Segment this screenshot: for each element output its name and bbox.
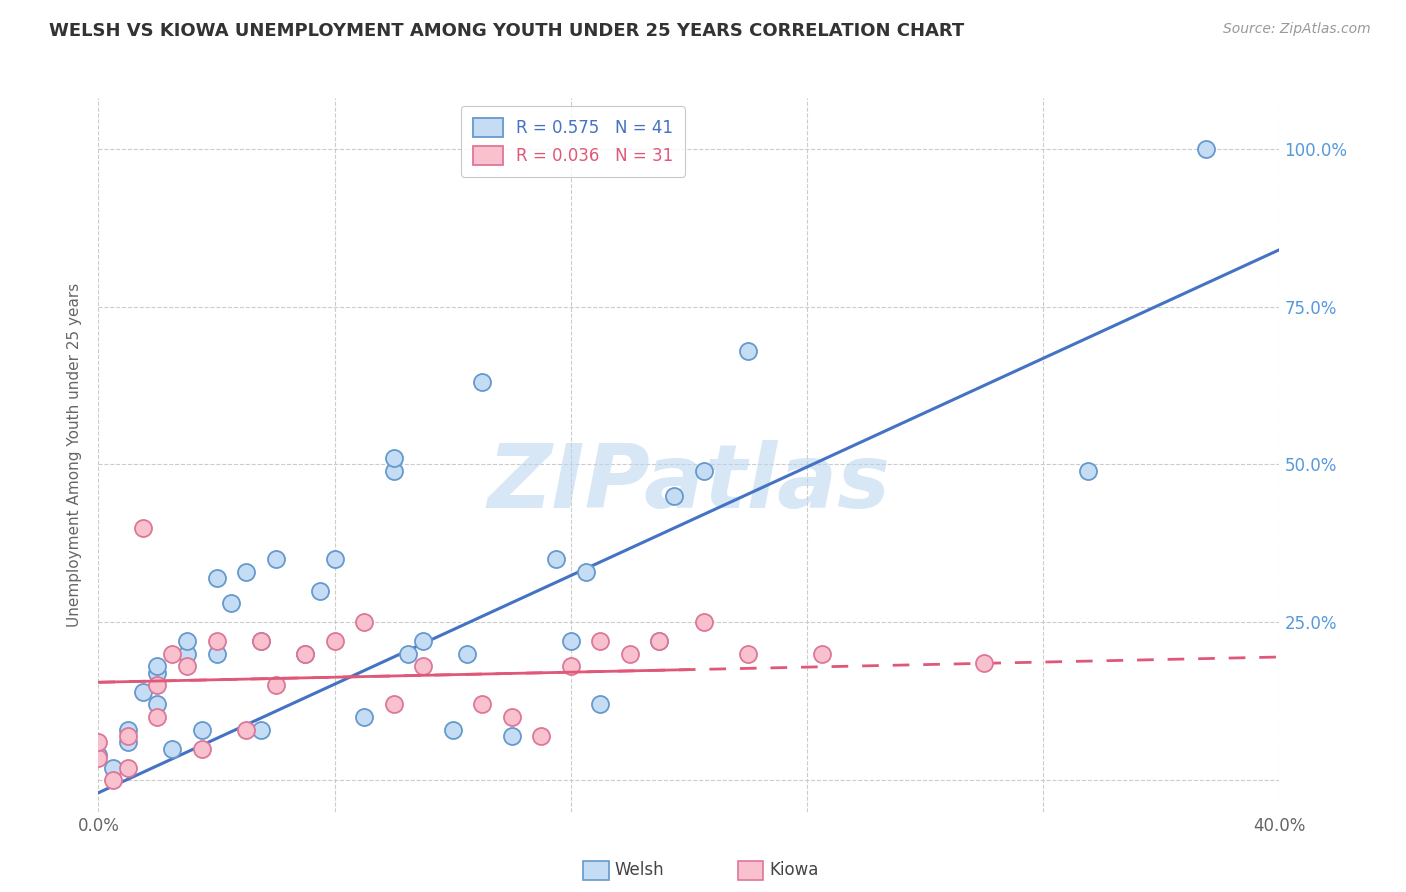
Point [176, 634, 198, 648]
Legend: R = 0.575   N = 41, R = 0.036   N = 31: R = 0.575 N = 41, R = 0.036 N = 31 [461, 106, 685, 177]
Point [191, 723, 214, 737]
Point [471, 698, 494, 712]
Point [353, 615, 375, 630]
Point [250, 634, 273, 648]
Point [132, 520, 155, 534]
Point [191, 741, 214, 756]
Point [146, 678, 169, 692]
Point [456, 647, 478, 661]
Point [648, 634, 671, 648]
Point [664, 489, 686, 503]
Point [162, 741, 183, 756]
Point [250, 723, 273, 737]
Point [1077, 464, 1099, 478]
Point [87, 751, 110, 765]
Point [693, 615, 716, 630]
Point [117, 760, 139, 774]
Point [382, 451, 405, 466]
Point [810, 647, 832, 661]
Point [264, 552, 287, 566]
Point [412, 659, 434, 673]
Point [87, 747, 110, 762]
Point [396, 647, 419, 661]
Y-axis label: Unemployment Among Youth under 25 years: Unemployment Among Youth under 25 years [67, 283, 83, 627]
Point [412, 634, 434, 648]
Point [235, 565, 257, 579]
Point [146, 665, 169, 680]
Point [501, 710, 523, 724]
Text: ZIPatlas: ZIPatlas [488, 440, 890, 527]
Point [250, 634, 273, 648]
Point [176, 659, 198, 673]
Point [546, 552, 568, 566]
Point [117, 729, 139, 743]
Point [619, 647, 641, 661]
Point [589, 698, 612, 712]
Point [264, 678, 287, 692]
Point [471, 376, 494, 390]
Point [382, 698, 405, 712]
Point [219, 596, 242, 610]
Text: Source: ZipAtlas.com: Source: ZipAtlas.com [1223, 22, 1371, 37]
Point [323, 552, 346, 566]
Point [117, 735, 139, 749]
Point [146, 659, 169, 673]
Point [294, 647, 316, 661]
Point [560, 659, 582, 673]
Point [530, 729, 553, 743]
Point [205, 634, 228, 648]
Point [294, 647, 316, 661]
Point [103, 760, 125, 774]
Point [146, 698, 169, 712]
Point [648, 634, 671, 648]
Point [235, 723, 257, 737]
Point [323, 634, 346, 648]
Point [132, 684, 155, 698]
Point [87, 735, 110, 749]
Point [309, 583, 332, 598]
Point [146, 710, 169, 724]
Point [205, 647, 228, 661]
Point [1195, 142, 1218, 156]
Point [353, 710, 375, 724]
Point [176, 647, 198, 661]
Text: WELSH VS KIOWA UNEMPLOYMENT AMONG YOUTH UNDER 25 YEARS CORRELATION CHART: WELSH VS KIOWA UNEMPLOYMENT AMONG YOUTH … [49, 22, 965, 40]
Point [589, 634, 612, 648]
Point [737, 343, 759, 358]
Point [501, 729, 523, 743]
Point [574, 565, 596, 579]
Point [693, 464, 716, 478]
Point [162, 647, 183, 661]
Text: Kiowa: Kiowa [769, 861, 818, 879]
Point [560, 634, 582, 648]
Text: Welsh: Welsh [614, 861, 664, 879]
Point [973, 657, 995, 671]
Point [382, 464, 405, 478]
Point [117, 723, 139, 737]
Point [441, 723, 464, 737]
Point [103, 773, 125, 788]
Point [205, 571, 228, 585]
Point [737, 647, 759, 661]
